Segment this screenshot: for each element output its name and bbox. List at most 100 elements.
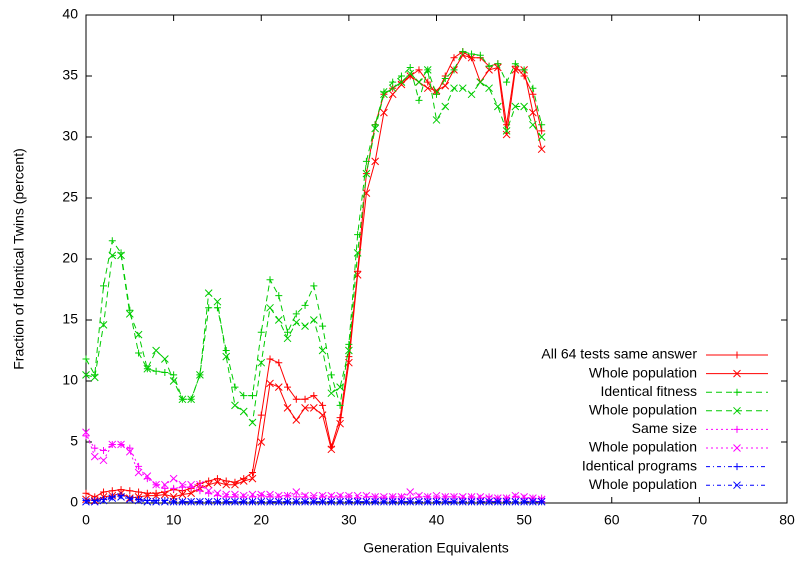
- marker: [90, 373, 99, 382]
- marker: [178, 490, 187, 499]
- marker: [196, 479, 204, 487]
- marker: [292, 488, 301, 496]
- marker: [117, 493, 125, 501]
- marker: [415, 66, 423, 74]
- series-line: [85, 50, 543, 498]
- marker: [388, 497, 397, 506]
- marker: [468, 50, 476, 58]
- marker: [423, 497, 432, 506]
- legend-marker: [733, 369, 741, 378]
- x-tick-label: 40: [429, 512, 445, 528]
- marker: [125, 310, 134, 318]
- marker: [274, 497, 283, 506]
- marker: [458, 84, 467, 93]
- marker: [310, 282, 318, 290]
- marker: [485, 497, 493, 506]
- legend-label: Identical programs: [582, 457, 697, 473]
- marker: [108, 493, 116, 501]
- marker: [529, 84, 537, 92]
- marker: [467, 90, 476, 99]
- legend-marker: [733, 425, 741, 433]
- y-tick-label: 0: [70, 494, 78, 510]
- marker: [493, 497, 502, 506]
- marker: [485, 62, 493, 70]
- marker: [231, 490, 239, 499]
- marker: [389, 78, 397, 86]
- marker: [152, 480, 160, 489]
- marker: [371, 124, 380, 133]
- marker: [380, 108, 388, 117]
- marker: [520, 497, 528, 506]
- marker: [169, 377, 178, 385]
- marker: [108, 494, 117, 502]
- y-tick-label: 10: [62, 372, 78, 388]
- marker: [126, 444, 134, 452]
- marker: [362, 491, 371, 500]
- marker: [231, 497, 239, 506]
- marker: [239, 477, 248, 485]
- marker: [266, 379, 274, 388]
- x-tick-label: 50: [516, 512, 532, 528]
- marker: [274, 383, 283, 391]
- series-line: [85, 54, 543, 502]
- marker: [161, 497, 169, 506]
- marker: [301, 322, 309, 330]
- marker: [345, 497, 353, 506]
- marker: [213, 478, 222, 487]
- marker: [257, 492, 265, 500]
- marker: [257, 490, 266, 499]
- marker: [327, 371, 335, 379]
- marker: [239, 407, 248, 416]
- legend-label: Whole population: [589, 439, 697, 455]
- marker: [345, 358, 353, 367]
- marker: [415, 497, 423, 506]
- marker: [319, 322, 327, 330]
- marker: [284, 383, 292, 391]
- x-tick-label: 80: [779, 512, 795, 528]
- y-tick-label: 40: [62, 6, 78, 22]
- marker: [248, 497, 257, 506]
- marker: [117, 492, 125, 500]
- marker: [213, 297, 222, 306]
- legend-marker: [733, 444, 741, 452]
- marker: [161, 368, 169, 376]
- marker: [126, 487, 134, 495]
- marker: [345, 491, 353, 500]
- legend-marker: [733, 481, 741, 490]
- marker: [406, 72, 415, 80]
- marker: [432, 491, 441, 500]
- marker: [292, 416, 301, 424]
- series-line: [85, 435, 542, 499]
- marker: [292, 310, 300, 318]
- marker: [161, 355, 169, 363]
- marker: [327, 497, 336, 506]
- marker: [336, 414, 344, 422]
- marker: [231, 480, 239, 489]
- marker: [161, 484, 169, 492]
- marker: [152, 497, 160, 506]
- marker: [266, 497, 274, 506]
- marker: [135, 495, 143, 503]
- marker: [423, 66, 432, 74]
- marker: [143, 364, 152, 373]
- marker: [152, 497, 160, 505]
- marker: [257, 358, 266, 367]
- marker: [502, 494, 511, 502]
- marker: [178, 395, 187, 404]
- marker: [222, 497, 231, 506]
- marker: [529, 120, 537, 129]
- marker: [301, 301, 309, 309]
- x-tick-label: 70: [692, 512, 708, 528]
- x-tick-label: 30: [341, 512, 357, 528]
- marker: [327, 389, 336, 398]
- marker: [100, 282, 108, 290]
- marker: [310, 392, 318, 400]
- marker: [82, 489, 90, 497]
- marker: [143, 497, 151, 505]
- marker: [309, 403, 318, 412]
- marker: [213, 304, 221, 312]
- marker: [485, 84, 493, 93]
- marker: [459, 48, 467, 56]
- marker: [205, 477, 213, 485]
- marker: [380, 497, 388, 506]
